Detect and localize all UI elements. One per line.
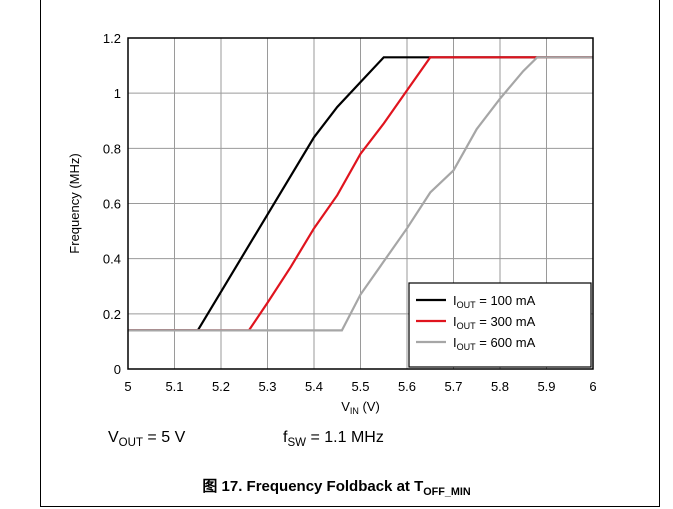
series-line-600-ma: [128, 56, 593, 332]
x-tick-label: 5.5: [351, 379, 369, 394]
y-tick-label: 1: [114, 86, 121, 101]
figure-caption: 图 17. Frequency Foldback at TOFF_MIN: [202, 478, 471, 498]
y-tick-label: 1.2: [103, 31, 121, 46]
frequency-foldback-chart: 5 5.1 5.2 5.3 5.4 5.5 5.6 5.7 5.8 5.9 6 0 0.2 0.4 0.6 0…: [67, 31, 597, 416]
x-tick-label: 5.9: [537, 379, 555, 394]
y-tick-label: 0.6: [103, 197, 121, 212]
plot-area-border: [127, 37, 594, 370]
legend-box: [408, 282, 592, 368]
y-tick-label: 0: [114, 362, 121, 377]
x-tick-label: 5.8: [491, 379, 509, 394]
x-tick-label: 5.7: [444, 379, 462, 394]
x-tick-label: 5: [124, 379, 131, 394]
figure-frame: [40, 0, 660, 507]
x-tick-label: 6: [589, 379, 596, 394]
series-line-100-ma: [128, 56, 593, 332]
fsw-condition: fSW = 1.1 MHz: [283, 429, 384, 450]
x-tick-label: 5.2: [212, 379, 230, 394]
x-tick-label: 5.6: [398, 379, 416, 394]
vout-condition: VOUT = 5 V: [108, 429, 186, 450]
y-axis-label: Frequency (MHz): [67, 153, 82, 253]
y-tick-label: 0.2: [103, 307, 121, 322]
y-tick-label: 0.8: [103, 141, 121, 156]
x-tick-label: 5.1: [165, 379, 183, 394]
x-axis-label: VIN (V): [341, 399, 380, 416]
x-tick-label: 5.3: [258, 379, 276, 394]
x-tick-label: 5.4: [305, 379, 323, 394]
legend: IOUT = 100 mA IOUT = 300 mA IOUT = 600 mA: [408, 282, 592, 368]
legend-entry-label: IOUT = 100 mA: [453, 293, 536, 310]
series-line-300-ma: [128, 56, 593, 332]
legend-entry-label: IOUT = 600 mA: [453, 335, 536, 352]
y-tick-label: 0.4: [103, 252, 121, 267]
legend-entry-label: IOUT = 300 mA: [453, 314, 536, 331]
